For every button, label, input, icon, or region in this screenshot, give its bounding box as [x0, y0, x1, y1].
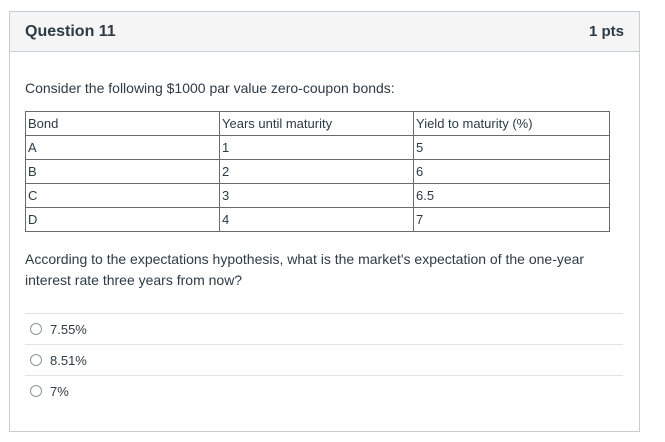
question-card: Question 11 1 pts Consider the following… [9, 11, 640, 432]
table-cell: 7 [413, 207, 610, 232]
question-text: According to the expectations hypothesis… [25, 251, 585, 288]
table-cell: 3 [219, 183, 414, 208]
table-cell: 4 [219, 207, 414, 232]
question-header: Question 11 1 pts [10, 12, 639, 52]
table-cell: B [25, 159, 220, 184]
answer-label: 7% [50, 383, 69, 399]
answer-option-1[interactable]: 7.55% [25, 313, 623, 344]
table-cell: D [25, 207, 220, 232]
question-title: Question 11 [25, 22, 116, 40]
answer-option-2[interactable]: 8.51% [25, 344, 623, 375]
answer-list: 7.55% 8.51% 7% [25, 313, 623, 406]
table-cell: A [25, 135, 220, 160]
question-points: 1 pts [588, 23, 624, 40]
radio-button[interactable] [30, 323, 42, 335]
table-row: A 1 5 [25, 135, 610, 160]
radio-button[interactable] [30, 385, 42, 397]
table-row: D 4 7 [25, 207, 610, 232]
table-cell: C [25, 183, 220, 208]
bonds-table: Bond Years until maturity Yield to matur… [25, 111, 610, 232]
question-prompt: Consider the following $1000 par value z… [25, 80, 395, 96]
table-header-cell: Years until maturity [219, 111, 414, 136]
table-header-cell: Yield to maturity (%) [413, 111, 610, 136]
table-header-cell: Bond [25, 111, 220, 136]
table-row: B 2 6 [25, 159, 610, 184]
radio-button[interactable] [30, 354, 42, 366]
table-cell: 1 [219, 135, 414, 160]
answer-label: 7.55% [50, 321, 87, 337]
table-cell: 6.5 [413, 183, 610, 208]
table-cell: 6 [413, 159, 610, 184]
question-body: Consider the following $1000 par value z… [10, 80, 639, 406]
table-row: C 3 6.5 [25, 183, 610, 208]
answer-option-3[interactable]: 7% [25, 375, 623, 406]
table-cell: 5 [413, 135, 610, 160]
table-header-row: Bond Years until maturity Yield to matur… [25, 111, 610, 136]
table-cell: 2 [219, 159, 414, 184]
answer-label: 8.51% [50, 352, 87, 368]
